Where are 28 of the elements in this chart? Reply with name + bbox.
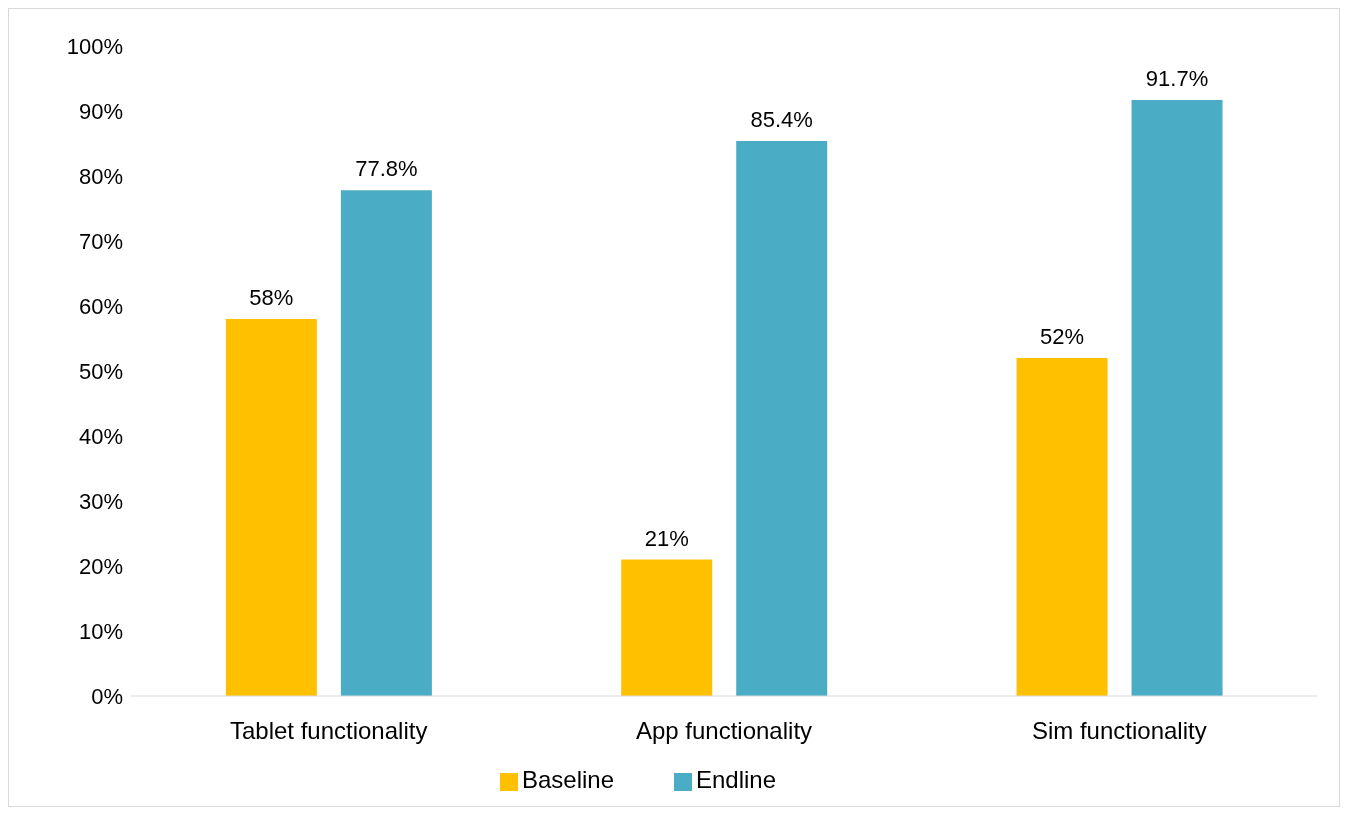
y-tick-label: 40% (78, 423, 123, 449)
bar (621, 559, 713, 696)
data-label: 21% (644, 525, 689, 551)
legend-label: Endline (696, 766, 777, 793)
bar (340, 190, 432, 696)
y-tick-label: 60% (78, 293, 123, 319)
data-label: 52% (1040, 324, 1085, 349)
bar (225, 319, 317, 696)
bar (1131, 99, 1223, 696)
data-label: 58% (249, 285, 294, 310)
legend-label: Baseline (521, 766, 614, 793)
x-tick-label: Sim functionality (1031, 717, 1207, 745)
y-tick-label: 30% (78, 488, 123, 514)
y-tick-label: 10% (78, 618, 123, 644)
y-tick-label: 80% (78, 163, 123, 189)
x-tick-label: Tablet functionality (229, 717, 428, 745)
y-tick-label: 90% (78, 98, 123, 124)
data-label: 85.4% (750, 106, 813, 132)
bar (1016, 358, 1108, 696)
y-tick-label: 70% (78, 228, 123, 254)
y-tick-label: 0% (91, 683, 123, 709)
y-tick-label: 50% (78, 358, 123, 384)
bar (736, 140, 828, 696)
data-label: 77.8% (355, 156, 418, 182)
x-tick-label: App functionality (635, 717, 813, 745)
y-tick-label: 100% (66, 33, 123, 59)
y-tick-label: 20% (78, 553, 123, 579)
data-label: 91.7% (1145, 65, 1209, 91)
